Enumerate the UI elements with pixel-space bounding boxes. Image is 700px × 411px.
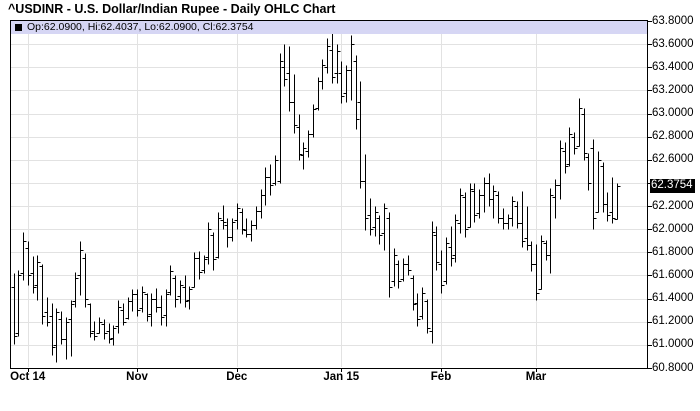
- y-axis-label: 63.4000: [652, 60, 694, 73]
- x-axis-label: Jan 15: [323, 371, 360, 383]
- y-axis-label: 60.8000: [652, 361, 694, 374]
- y-axis-label: 63.2000: [652, 83, 694, 96]
- y-axis-label: 63.8000: [652, 14, 694, 27]
- x-axis-label: Dec: [226, 371, 248, 383]
- y-axis-label: 62.0000: [652, 222, 694, 235]
- x-axis-label: Mar: [525, 371, 547, 383]
- ohlc-info-text: Op:62.0900, Hi:62.4037, Lo:62.0900, Cl:6…: [27, 21, 254, 33]
- y-axis-label: 62.2000: [652, 199, 694, 212]
- y-axis-label: 61.0000: [652, 338, 694, 351]
- y-axis-label: 61.4000: [652, 292, 694, 305]
- series-legend-square-icon: [15, 24, 22, 31]
- ohlc-info-bar: Op:62.0900, Hi:62.4037, Lo:62.0900, Cl:6…: [11, 21, 647, 34]
- y-axis-label: 63.0000: [652, 107, 694, 120]
- y-axis-label: 62.8000: [652, 130, 694, 143]
- y-axis-label: 63.6000: [652, 37, 694, 50]
- last-price-tag: 62.3754: [650, 178, 695, 193]
- chart-title: ^USDINR - U.S. Dollar/Indian Rupee - Dai…: [8, 2, 336, 16]
- x-axis-label: Nov: [126, 371, 148, 383]
- y-axis-label: 62.6000: [652, 153, 694, 166]
- y-axis-label: 61.6000: [652, 268, 694, 281]
- y-axis-label: 61.2000: [652, 315, 694, 328]
- y-axis-label: 61.8000: [652, 245, 694, 258]
- x-axis-label: Feb: [430, 371, 452, 383]
- x-axis-label: Oct 14: [10, 371, 46, 383]
